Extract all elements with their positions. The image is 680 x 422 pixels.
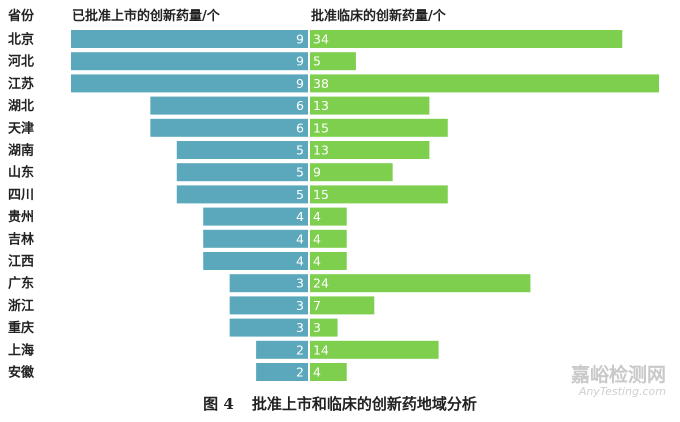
right-value-label: 14 [313,342,329,357]
right-bar-row-12 [310,296,375,315]
category-label: 四川 [8,188,34,203]
left-bar-row-4 [150,118,308,137]
left-bar-row-15 [256,363,308,381]
left-bar-row-1 [71,52,308,71]
right-value-label: 4 [313,209,321,224]
category-label: 浙江 [8,298,34,314]
right-bar-row-7 [310,185,448,204]
right-bar-row-10 [310,252,347,270]
right-bar-row-6 [310,163,393,182]
right-bar-row-15 [310,363,347,381]
watermark-cn: 嘉峪检测网 [570,364,666,386]
category-label: 安徽 [8,365,35,381]
category-header: 省份 [8,9,35,24]
left-series-title: 已批准上市的创新药量/个 [72,9,220,24]
left-bar-row-10 [203,252,308,270]
right-value-label: 24 [313,276,329,291]
left-value-label: 2 [296,365,304,380]
left-value-label: 4 [296,209,304,224]
left-value-label: 3 [296,276,304,291]
left-value-label: 5 [296,165,304,180]
figure-label: 图 4 [203,395,234,413]
left-value-label: 6 [296,120,304,135]
left-value-label: 3 [296,320,304,335]
right-series-title: 批准临床的创新药量/个 [311,9,446,24]
right-bar-row-1 [310,52,356,71]
right-bar-row-0 [310,30,623,48]
left-value-label: 9 [296,76,304,91]
right-value-label: 4 [313,254,321,269]
right-bar-row-14 [310,340,439,359]
category-label: 湖北 [8,99,34,114]
left-value-label: 9 [296,32,304,47]
left-bar-row-6 [176,163,308,182]
right-bar-row-11 [310,274,531,293]
left-value-label: 4 [296,254,304,269]
right-value-label: 7 [313,298,321,313]
left-value-label: 5 [296,143,304,158]
left-bar-row-9 [203,229,308,248]
category-label: 上海 [8,342,34,358]
left-bar-row-7 [176,185,308,204]
right-value-label: 9 [313,165,321,180]
category-label: 山东 [8,165,34,181]
right-value-label: 15 [313,120,329,135]
right-bar-row-3 [310,96,430,115]
left-value-label: 6 [296,98,304,113]
left-bar-row-2 [71,74,308,93]
left-bar-row-12 [229,296,308,315]
left-bar-row-14 [256,340,308,359]
left-bar-row-13 [229,318,308,337]
right-value-label: 38 [313,76,329,91]
left-bar-row-11 [229,274,308,293]
left-bar-row-0 [71,30,308,48]
category-label: 吉林 [8,231,34,247]
right-value-label: 4 [313,231,321,246]
right-value-label: 13 [313,143,329,158]
right-value-label: 15 [313,187,329,202]
right-value-label: 4 [313,365,321,380]
figure-caption: 图 4 批准上市和临床的创新药地域分析 [0,393,680,414]
right-bar-row-2 [310,74,659,93]
right-value-label: 13 [313,98,329,113]
left-value-label: 2 [296,342,304,357]
category-label: 天津 [8,120,34,136]
watermark: 嘉峪检测网 AnyTesting.com [570,364,666,398]
right-bar-row-5 [310,141,430,159]
right-value-label: 3 [313,320,321,335]
category-label: 北京 [8,32,34,48]
category-label: 广东 [8,276,34,292]
right-bar-row-9 [310,229,347,248]
category-label: 湖南 [8,143,34,159]
left-value-label: 5 [296,187,304,202]
right-bar-row-4 [310,118,448,137]
left-value-label: 9 [296,54,304,69]
watermark-en: AnyTesting.com [578,384,666,398]
category-label: 河北 [8,54,34,70]
category-label: 江西 [8,254,34,270]
left-bar-row-3 [150,96,308,115]
left-value-label: 4 [296,231,304,246]
left-bar-row-5 [176,141,308,159]
right-bar-row-13 [310,318,338,337]
right-bar-row-8 [310,207,347,226]
category-label: 重庆 [8,320,34,336]
figure-title: 批准上市和临床的创新药地域分析 [251,395,477,413]
right-value-label: 34 [313,32,329,47]
left-bar-row-8 [203,207,308,226]
right-value-label: 5 [313,54,321,69]
category-label: 贵州 [8,209,34,225]
category-label: 江苏 [8,76,34,92]
left-value-label: 3 [296,298,304,313]
